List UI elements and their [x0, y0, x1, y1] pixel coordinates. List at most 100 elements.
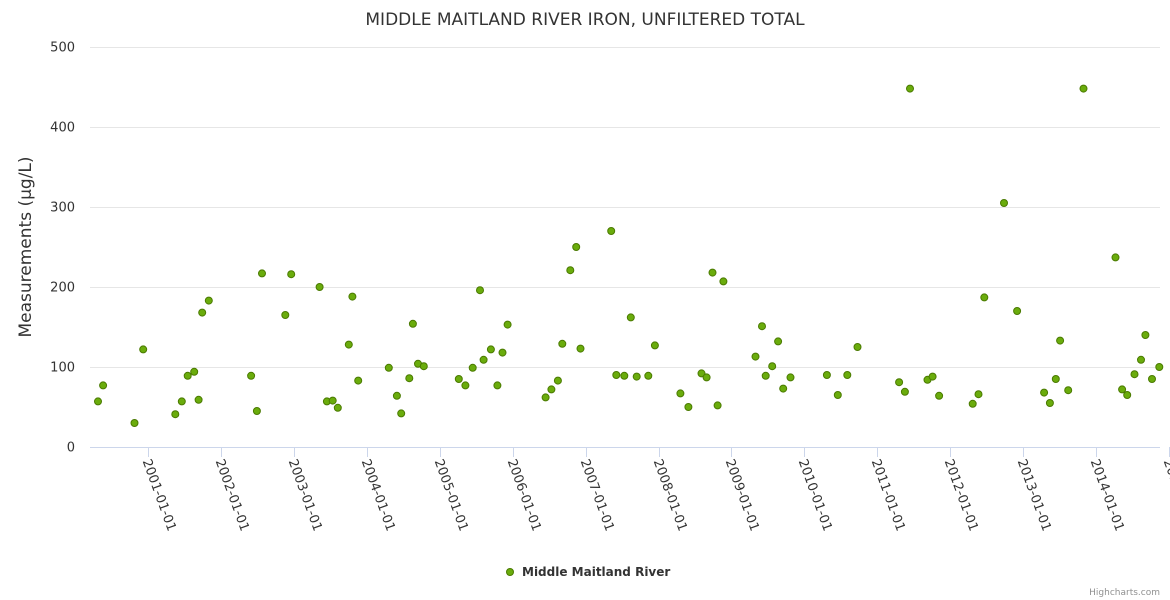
data-point[interactable] — [247, 371, 256, 380]
data-point[interactable] — [384, 363, 393, 372]
credits-link[interactable]: Highcharts.com — [1089, 588, 1160, 598]
data-point[interactable] — [258, 269, 266, 278]
data-point[interactable] — [397, 409, 406, 418]
data-point[interactable] — [928, 372, 937, 381]
data-point[interactable] — [719, 277, 728, 286]
data-point[interactable] — [419, 362, 428, 371]
data-point[interactable] — [566, 266, 575, 275]
data-point[interactable] — [684, 403, 693, 411]
data-point[interactable] — [1123, 391, 1132, 399]
data-point[interactable] — [1056, 336, 1065, 345]
data-point[interactable] — [702, 373, 711, 382]
data-point[interactable] — [486, 345, 495, 354]
data-point[interactable] — [1118, 385, 1127, 394]
data-point[interactable] — [900, 387, 909, 396]
data-point[interactable] — [843, 371, 852, 379]
data-point[interactable] — [553, 376, 562, 385]
data-point[interactable] — [461, 381, 470, 390]
data-point[interactable] — [833, 391, 842, 399]
data-point[interactable] — [190, 367, 199, 376]
data-point[interactable] — [1013, 307, 1022, 315]
data-point[interactable] — [768, 362, 777, 371]
data-point[interactable] — [1040, 388, 1049, 397]
data-point[interactable] — [1130, 370, 1139, 379]
data-point[interactable] — [476, 286, 484, 295]
data-point[interactable] — [177, 397, 186, 406]
data-point[interactable] — [503, 320, 512, 329]
data-point[interactable] — [315, 283, 324, 291]
data-point[interactable] — [558, 339, 567, 348]
data-point[interactable] — [980, 293, 989, 302]
data-point[interactable] — [454, 375, 463, 383]
data-point[interactable] — [408, 319, 417, 328]
y-tick-label: 400 — [50, 121, 75, 136]
data-point[interactable] — [779, 384, 788, 393]
data-point[interactable] — [576, 344, 585, 353]
data-point[interactable] — [1051, 375, 1060, 383]
data-point[interactable] — [644, 371, 653, 380]
data-point[interactable] — [94, 397, 102, 406]
data-point[interactable] — [468, 363, 477, 372]
legend[interactable]: Middle Maitland River — [506, 565, 671, 579]
data-point[interactable] — [1000, 199, 1008, 207]
data-point[interactable] — [204, 296, 213, 305]
data-point[interactable] — [758, 322, 766, 331]
data-point[interactable] — [328, 396, 337, 405]
data-point[interactable] — [287, 270, 296, 279]
data-point[interactable] — [479, 355, 488, 364]
data-point[interactable] — [333, 403, 342, 412]
data-point[interactable] — [139, 345, 148, 354]
data-point[interactable] — [1148, 375, 1156, 383]
data-point[interactable] — [498, 348, 507, 357]
legend-marker[interactable] — [506, 568, 514, 576]
data-point[interactable] — [1155, 363, 1164, 371]
data-point[interactable] — [974, 390, 983, 399]
data-point[interactable] — [541, 393, 550, 402]
data-point[interactable] — [968, 399, 977, 408]
data-point[interactable] — [761, 371, 770, 380]
data-point[interactable] — [751, 352, 760, 361]
legend-label[interactable]: Middle Maitland River — [522, 565, 670, 579]
data-point[interactable] — [405, 374, 414, 383]
data-point[interactable] — [906, 84, 914, 93]
data-point[interactable] — [194, 395, 203, 404]
data-point[interactable] — [344, 340, 353, 349]
data-point[interactable] — [697, 369, 706, 378]
data-point[interactable] — [612, 371, 621, 379]
data-point[interactable] — [607, 227, 616, 235]
data-point[interactable] — [130, 419, 139, 427]
data-point[interactable] — [650, 341, 659, 350]
data-point[interactable] — [895, 378, 904, 387]
data-point[interactable] — [774, 337, 783, 346]
data-point[interactable] — [822, 371, 831, 379]
data-point[interactable] — [547, 385, 556, 394]
data-point[interactable] — [935, 391, 944, 400]
data-point[interactable] — [1045, 399, 1054, 407]
data-point[interactable] — [392, 391, 401, 400]
data-point[interactable] — [1137, 355, 1145, 364]
data-point[interactable] — [183, 371, 192, 380]
data-point[interactable] — [572, 243, 581, 251]
data-point[interactable] — [252, 407, 261, 415]
data-point[interactable] — [632, 372, 641, 381]
data-point[interactable] — [713, 401, 722, 410]
data-point[interactable] — [1079, 84, 1088, 93]
data-point[interactable] — [1141, 331, 1150, 339]
data-point[interactable] — [99, 381, 108, 390]
data-point[interactable] — [676, 389, 685, 398]
data-point[interactable] — [853, 343, 862, 351]
data-point[interactable] — [171, 410, 180, 419]
data-point[interactable] — [708, 268, 717, 277]
data-point[interactable] — [198, 308, 207, 317]
data-point[interactable] — [620, 371, 629, 380]
data-point[interactable] — [354, 376, 363, 385]
data-point[interactable] — [493, 381, 502, 390]
data-point[interactable] — [626, 313, 635, 322]
data-point[interactable] — [348, 292, 357, 301]
data-point[interactable] — [281, 311, 290, 319]
data-point[interactable] — [1064, 386, 1073, 395]
data-point[interactable] — [1111, 253, 1120, 262]
data-point[interactable] — [786, 373, 795, 382]
